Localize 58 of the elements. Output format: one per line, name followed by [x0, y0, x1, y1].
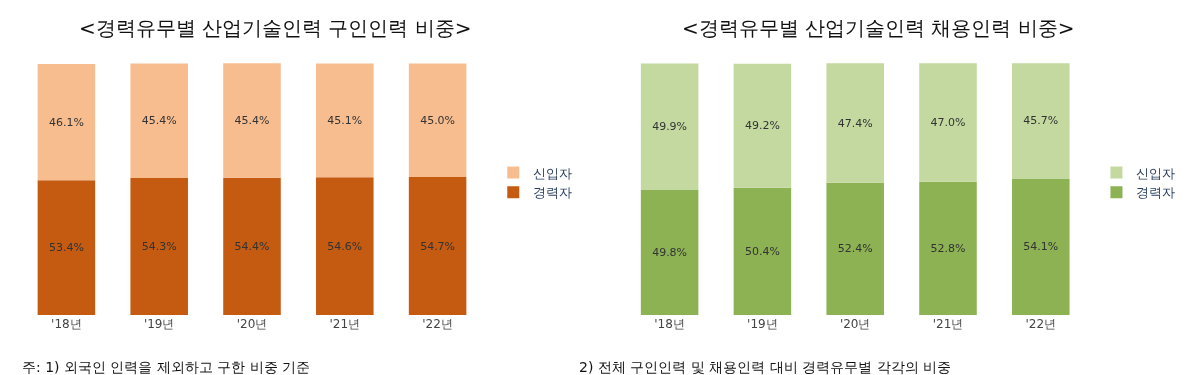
bar — [130, 178, 188, 315]
bar — [919, 63, 977, 182]
bar — [130, 63, 188, 179]
data-label: 45.7% — [1023, 114, 1059, 128]
data-label: 54.7% — [420, 239, 456, 253]
bar — [316, 63, 374, 178]
bar — [826, 182, 884, 315]
bar — [640, 189, 699, 315]
bar — [826, 63, 884, 183]
x-tick-label: '19년 — [143, 317, 175, 331]
data-label: 45.4% — [234, 114, 270, 128]
data-label: 54.4% — [234, 239, 270, 253]
bar — [37, 64, 96, 181]
data-label: 53.4% — [48, 241, 84, 255]
bar — [37, 180, 96, 315]
bar — [408, 63, 467, 178]
x-tick-label: '21년 — [932, 317, 964, 331]
chart-title: <경력유무별 산업기술인력 채용인력 비중> — [682, 16, 1075, 40]
data-label: 49.8% — [652, 245, 688, 259]
bar — [408, 177, 467, 315]
data-label: 45.4% — [141, 114, 177, 128]
x-tick-label: '18년 — [51, 317, 82, 331]
data-label: 50.4% — [744, 244, 780, 258]
data-label: 46.1% — [48, 115, 84, 129]
x-tick-label: '19년 — [747, 317, 778, 331]
legend-label: 신입자 — [533, 165, 573, 181]
bar — [733, 63, 792, 188]
bar — [223, 177, 281, 315]
data-label: 47.4% — [837, 116, 873, 130]
data-label: 52.4% — [837, 242, 873, 256]
data-label: 54.3% — [141, 240, 177, 254]
chart-title: <경력유무별 산업기술인력 구인인력 비중> — [79, 16, 472, 40]
data-label: 47.0% — [930, 116, 966, 130]
bar — [640, 63, 699, 190]
text: 2) 전체 구인인력 및 채용인력 대비 경력유무별 각각의 비중 — [579, 359, 951, 375]
data-label: 45.1% — [327, 113, 363, 127]
x-tick-label: '22년 — [422, 317, 453, 331]
x-tick-label: '22년 — [1025, 317, 1057, 331]
data-label: 49.9% — [652, 119, 688, 133]
bar — [1012, 63, 1070, 179]
x-tick-label: '20년 — [839, 317, 871, 331]
data-label: 54.6% — [327, 239, 363, 253]
bar — [919, 181, 977, 315]
bar — [1012, 178, 1070, 315]
data-label: 52.8% — [930, 241, 966, 255]
data-label: 49.2% — [744, 119, 780, 133]
bar — [223, 63, 281, 178]
bar — [733, 187, 792, 315]
x-tick-label: '20년 — [236, 317, 268, 331]
legend-label: 신입자 — [1136, 165, 1176, 181]
data-label: 45.0% — [420, 113, 456, 127]
legend-label: 경력자 — [533, 185, 573, 201]
data-label: 54.1% — [1023, 240, 1059, 254]
x-tick-label: '21년 — [329, 317, 361, 331]
bar — [316, 177, 374, 315]
x-tick-label: '18년 — [654, 317, 685, 331]
legend-label: 경력자 — [1136, 185, 1176, 201]
text: 주: 1) 외국인 인력을 제외하고 구한 비중 기준 — [22, 359, 311, 375]
